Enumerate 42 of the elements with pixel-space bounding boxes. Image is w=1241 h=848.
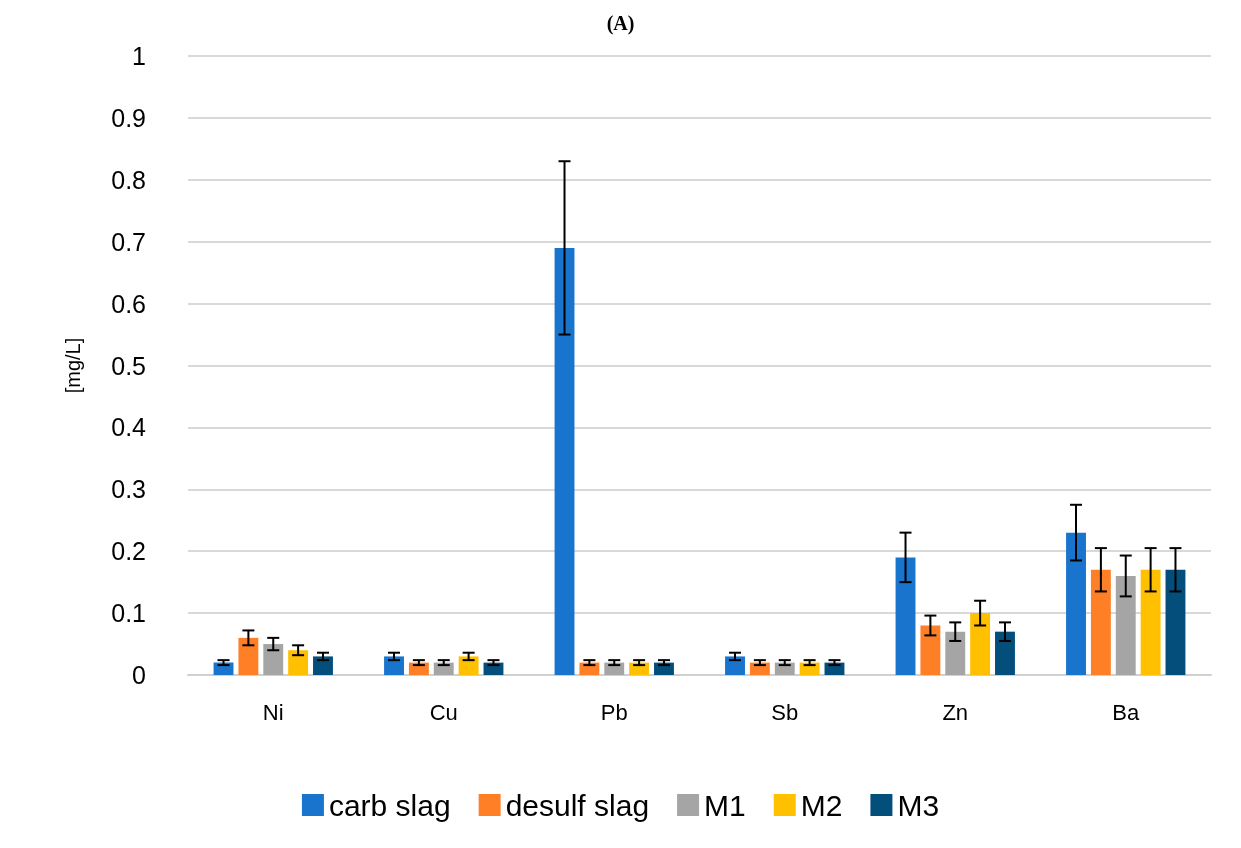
bar [313, 656, 333, 675]
y-tick-label: 0 [132, 661, 146, 689]
y-tick-label: 1 [132, 42, 146, 70]
legend-label: carb slag [328, 788, 451, 822]
bar [725, 656, 745, 675]
bar [1165, 569, 1186, 675]
bar [1115, 575, 1136, 675]
y-tick-label: 0.2 [111, 537, 146, 566]
y-tick-label: 0.3 [111, 475, 146, 504]
bar [1090, 569, 1111, 675]
bar [263, 644, 284, 675]
bar [384, 656, 404, 675]
chart-title: (A) [606, 12, 635, 35]
x-tick-label: Zn [942, 699, 969, 725]
bar [995, 631, 1015, 675]
legend-label: M3 [897, 788, 940, 822]
y-tick-label: 0.9 [111, 103, 146, 132]
legend-label: M1 [704, 788, 746, 822]
legend-label: desulf slag [505, 788, 650, 822]
x-tick-label: Ba [1112, 699, 1140, 725]
bar [1140, 569, 1161, 675]
bar [238, 637, 259, 675]
y-tick-label: 0.8 [111, 165, 146, 194]
y-tick-label: 0.4 [111, 413, 147, 442]
bar [1066, 532, 1086, 675]
y-tick-label: 0.5 [111, 351, 146, 380]
legend-label: M2 [800, 788, 843, 822]
x-tick-label: Sb [771, 699, 799, 725]
y-tick-label: 0.6 [111, 289, 146, 318]
bar [554, 247, 575, 675]
bar [895, 557, 916, 675]
x-tick-label: Pb [600, 699, 628, 725]
y-tick-label: 0.7 [111, 227, 146, 256]
bar [970, 613, 991, 675]
x-tick-label: Cu [429, 699, 458, 725]
bar [920, 625, 941, 675]
y-axis-title: [mg/L] [62, 337, 84, 394]
y-tick-label: 0.1 [111, 599, 146, 628]
bar [945, 631, 966, 675]
x-tick-label: Ni [262, 699, 284, 725]
bar [458, 656, 479, 675]
bar [288, 650, 309, 675]
